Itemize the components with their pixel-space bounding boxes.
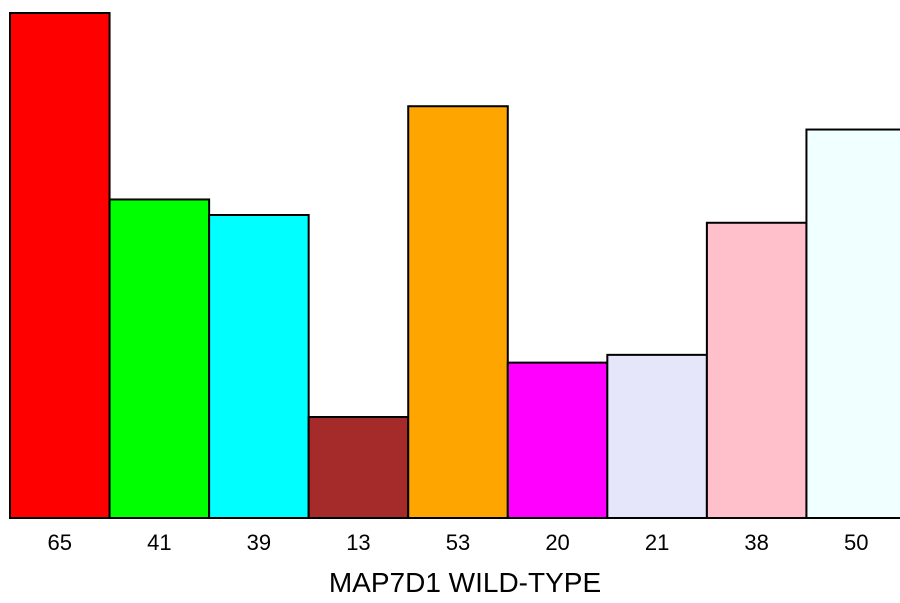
bar-38 bbox=[705, 221, 808, 520]
x-tick-label: 13 bbox=[346, 530, 370, 555]
bar-41 bbox=[108, 198, 211, 520]
x-tick-label: 38 bbox=[744, 530, 768, 555]
bar-50 bbox=[805, 128, 900, 519]
bar-20 bbox=[506, 361, 609, 519]
x-tick-label: 53 bbox=[446, 530, 470, 555]
x-tick-label: 21 bbox=[645, 530, 669, 555]
tick-labels-group: 65 41 39 13 53 20 21 38 50 bbox=[48, 530, 869, 555]
x-tick-label: 50 bbox=[844, 530, 868, 555]
bars-group bbox=[9, 12, 900, 520]
x-tick-label: 65 bbox=[48, 530, 72, 555]
x-tick-label: 20 bbox=[545, 530, 569, 555]
x-tick-label: 41 bbox=[147, 530, 171, 555]
bar-39 bbox=[208, 214, 310, 519]
bar-65 bbox=[9, 12, 111, 519]
bar-53 bbox=[407, 105, 509, 519]
x-axis-title: MAP7D1 WILD-TYPE bbox=[329, 567, 601, 598]
bar-21 bbox=[606, 353, 708, 519]
bar-13 bbox=[307, 416, 410, 519]
x-tick-label: 39 bbox=[247, 530, 271, 555]
